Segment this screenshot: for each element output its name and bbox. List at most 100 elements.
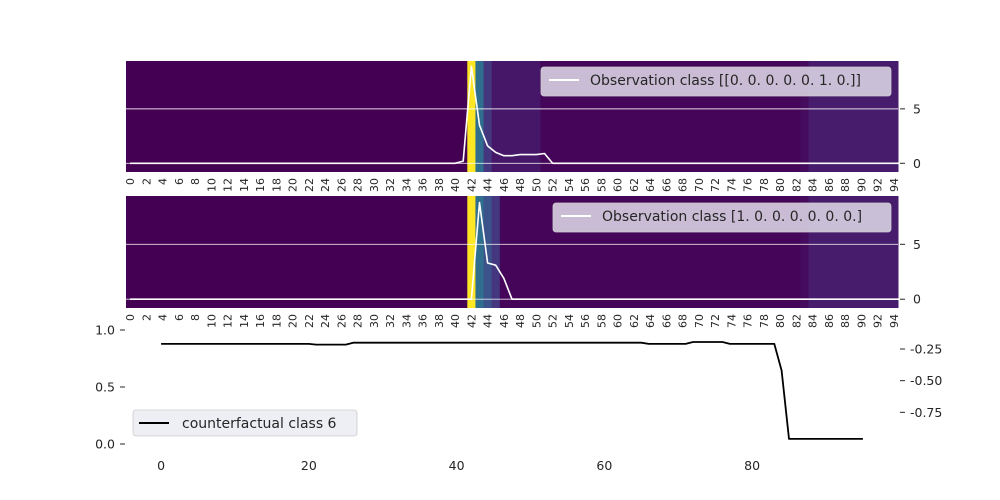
panel-1-x-tick-labels: 0 2 4 6 8 10 12 14 16 18 20 22 24 26 28 30 32 34 36 38 40 42 4… (124, 178, 901, 192)
panel-2-x-tick-label: 50 (530, 314, 543, 328)
panel-1-x-tick-label: 24 (319, 178, 332, 192)
panel-3-x-tick-label: 60 (596, 458, 612, 473)
panel-1-x-tick-label: 16 (254, 178, 267, 192)
panel-1-x-tick-label: 86 (823, 178, 836, 192)
panel-2-x-tick-label: 32 (384, 314, 397, 328)
panel-2-x-tick-label: 88 (839, 314, 852, 328)
panel-2-legend-box (552, 202, 892, 233)
panel-1-x-tick-label: 74 (725, 178, 738, 192)
panel-2-x-tick-label: 36 (417, 314, 430, 328)
panel-2-x-tick-label: 2 (140, 314, 153, 321)
panel-2-x-tick-label: 70 (693, 314, 706, 328)
panel-3-axes: 0.0 0.5 1.0 -0.25 -0.50 -0.75 0 20 40 60 80 (95, 323, 942, 474)
panel-3-right-y-tick-label: -0.75 (910, 405, 942, 420)
panel-2-x-tick-label: 56 (579, 314, 592, 328)
panel-2-heat-cell (800, 196, 810, 308)
panel-1-x-tick-label: 34 (400, 178, 413, 192)
panel-1-x-tick-label: 62 (628, 178, 641, 192)
panel-1-y-tick-labels: 05 (900, 101, 921, 171)
panel-2-observation-line (130, 201, 903, 301)
panel-2-x-tick-label: 18 (270, 314, 283, 328)
panel-2-x-tick-label: 12 (222, 314, 235, 328)
panel-1-x-tick-label: 88 (839, 178, 852, 192)
panel-1-x-tick-label: 10 (205, 178, 218, 192)
panel-1-x-tick-label: 64 (644, 178, 657, 192)
panel-1-x-tick-label: 50 (530, 178, 543, 192)
panel-2-x-tick-label: 78 (758, 314, 771, 328)
panel-2-x-tick-label: 14 (238, 314, 251, 328)
panel-1-heat-cell (475, 61, 485, 172)
panel-3-counterfactual-series (161, 341, 863, 440)
panel-1-x-tick-label: 42 (465, 178, 478, 192)
panel-3-left-y-tick-label: 1.0 (95, 323, 115, 338)
panel-1-heat-cell (483, 61, 493, 172)
panel-2-x-tick-label: 48 (514, 314, 527, 328)
panel-1-x-tick-label: 32 (384, 178, 397, 192)
panel-2-x-tick-label: 40 (449, 314, 462, 328)
panel-2-x-tick-label: 62 (628, 314, 641, 328)
panel-1-x-tick-label: 0 (124, 178, 137, 185)
panel-1-legend-label: Observation class [[0. 0. 0. 0. 0. 1. 0.… (590, 73, 861, 89)
panel-1-x-tick-label: 28 (352, 178, 365, 192)
panel-2-x-tick-label: 80 (774, 314, 787, 328)
panel-1-x-tick-label: 44 (482, 178, 495, 192)
panel-1-x-tick-label: 84 (807, 178, 820, 192)
panel-3-right-y-tick-label: -0.50 (910, 373, 942, 388)
panel-2-x-tick-label: 42 (465, 314, 478, 328)
panel-1-x-tick-label: 80 (774, 178, 787, 192)
panel-2-x-tick-label: 28 (352, 314, 365, 328)
panel-2-x-tick-label: 94 (888, 314, 901, 328)
panel-2-x-tick-label: 44 (482, 314, 495, 328)
panel-2-x-tick-label: 0 (124, 314, 137, 321)
panel-2-y-tick-label: 0 (913, 292, 921, 307)
panel-2-x-tick-label: 58 (595, 314, 608, 328)
panel-1-x-tick-label: 70 (693, 178, 706, 192)
panel-1-x-tick-label: 48 (514, 178, 527, 192)
panel-1-x-tick-label: 2 (140, 178, 153, 185)
panel-1-x-tick-label: 90 (855, 178, 868, 192)
panel-1-x-tick-label: 38 (433, 178, 446, 192)
panel-2-observation-series (130, 201, 903, 301)
panel-2-x-tick-label: 38 (433, 314, 446, 328)
panel-2-heat-cell (126, 196, 468, 308)
panel-1-x-tick-label: 72 (709, 178, 722, 192)
panel-2-heat-cell (467, 196, 476, 308)
panel-2-x-tick-label: 52 (547, 314, 560, 328)
panel-1-x-tick-label: 4 (157, 178, 170, 185)
panel-2-x-tick-labels: 0 2 4 6 8 10 12 14 16 18 20 22 24 26 28 30 32 34 36 38 40 42 4… (124, 314, 901, 328)
panel-3-counterfactual-line (161, 341, 863, 440)
panel-3-legend-label: counterfactual class 6 (182, 416, 337, 432)
panel-1-x-tick-label: 60 (612, 178, 625, 192)
panel-2-x-tick-label: 46 (498, 314, 511, 328)
panel-3-left-y-tick-label: 0.0 (95, 437, 115, 452)
panel-1-x-tick-label: 94 (888, 178, 901, 192)
panel-1-x-tick-label: 56 (579, 178, 592, 192)
panel-3-x-tick-label: 20 (301, 458, 317, 473)
panel-2-x-tick-label: 76 (742, 314, 755, 328)
panel-2-x-tick-label: 6 (173, 314, 186, 321)
panel-3-legend-box (132, 409, 358, 437)
panel-2-x-tick-label: 68 (677, 314, 690, 328)
panel-1-x-tick-label: 30 (368, 178, 381, 192)
panel-2-x-tick-label: 24 (319, 314, 332, 328)
panel-1-x-tick-label: 8 (189, 178, 202, 185)
panel-1-x-tick-label: 52 (547, 178, 560, 192)
panel-1-observation-line (130, 65, 903, 165)
panel-2-x-tick-label: 26 (335, 314, 348, 328)
panel-2-x-tick-label: 74 (725, 314, 738, 328)
panel-1-x-tick-label: 40 (449, 178, 462, 192)
panel-3-legend: counterfactual class 6 (132, 409, 358, 437)
panel-1-x-tick-label: 46 (498, 178, 511, 192)
panel-1-y-tick-label: 5 (913, 101, 921, 116)
panel-2-heat-cell (491, 196, 501, 308)
panel-1-x-tick-label: 6 (173, 178, 186, 185)
panel-2-x-tick-label: 8 (189, 314, 202, 321)
panel-1-x-tick-label: 26 (335, 178, 348, 192)
panel-1-x-tick-label: 58 (595, 178, 608, 192)
panel-3-x-tick-label: 0 (157, 458, 165, 473)
panel-1: 0 2 4 6 8 10 12 14 16 18 20 22 24 26 28 30 32 34 36 38 40 42 4… (124, 61, 921, 192)
panel-2-x-tick-label: 84 (807, 314, 820, 328)
panel-1-y-tick-label: 0 (913, 156, 921, 171)
panel-2-y-tick-labels: 05 (900, 237, 921, 307)
